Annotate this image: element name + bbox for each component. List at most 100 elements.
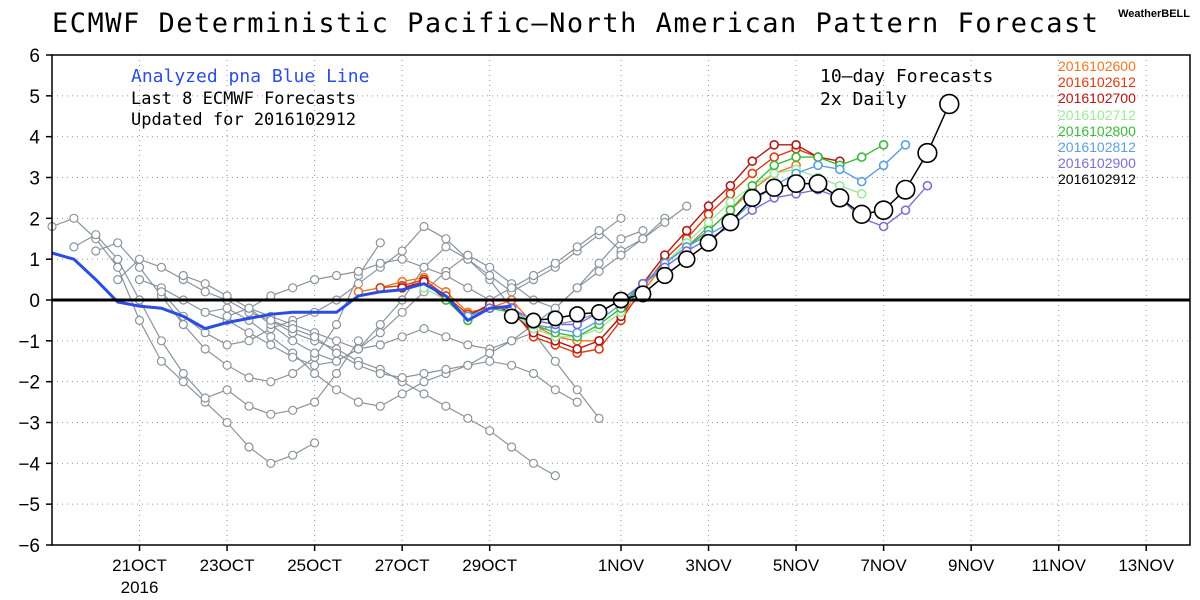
data-point xyxy=(463,413,473,423)
brand-logo: WeatherBELL xyxy=(1118,8,1190,20)
y-tick-label: 6 xyxy=(29,46,40,67)
data-point xyxy=(572,397,582,407)
data-point xyxy=(178,319,188,330)
data-point xyxy=(725,197,736,207)
data-point xyxy=(856,152,867,162)
data-point xyxy=(939,93,960,115)
data-point xyxy=(244,336,254,346)
data-point xyxy=(681,225,692,236)
data-point xyxy=(397,246,407,256)
data-point xyxy=(178,270,188,281)
data-point xyxy=(590,303,608,321)
data-point xyxy=(441,401,451,411)
older-run-line xyxy=(95,242,381,383)
data-point xyxy=(764,178,784,197)
x-tick-label: 3NOV xyxy=(685,556,732,575)
data-point xyxy=(134,262,145,272)
data-point xyxy=(485,426,495,436)
older-run xyxy=(91,238,385,387)
data-point xyxy=(856,176,867,187)
data-point xyxy=(550,471,560,481)
updated-note: Updated for 2016102912 xyxy=(131,110,357,130)
data-point xyxy=(200,344,210,354)
latest-run-2016102912 xyxy=(503,93,960,329)
y-tick-label: 3 xyxy=(29,169,40,190)
data-point xyxy=(851,204,872,225)
y-tick-label: 0 xyxy=(29,291,40,312)
analysis-line xyxy=(51,251,512,331)
data-point xyxy=(419,389,429,399)
data-point xyxy=(550,356,560,366)
data-point xyxy=(288,283,298,293)
legend-entry: 2016102800 xyxy=(1058,122,1136,139)
data-point xyxy=(503,308,520,325)
data-point xyxy=(397,307,407,317)
legend: 2016102600 2016102612 2016102700 2016102712… xyxy=(1058,58,1136,188)
y-tick-label: −4 xyxy=(18,454,40,475)
data-point xyxy=(310,348,320,358)
data-point xyxy=(703,209,714,220)
data-point xyxy=(331,356,342,366)
data-point xyxy=(900,205,911,215)
data-point xyxy=(113,238,123,248)
data-point xyxy=(769,140,780,150)
data-point xyxy=(659,250,670,260)
data-point xyxy=(353,360,363,370)
legend-entry: 2016102712 xyxy=(1058,106,1136,123)
data-point xyxy=(310,275,320,285)
data-point xyxy=(917,142,938,164)
y-tick-label: 1 xyxy=(29,250,40,271)
data-point xyxy=(507,360,517,370)
data-point xyxy=(873,200,894,220)
legend-entry: 2016102600 xyxy=(1058,58,1136,74)
x-tick-label: 9NOV xyxy=(948,556,995,575)
data-point xyxy=(528,368,539,379)
data-point xyxy=(634,285,652,303)
older-run-line xyxy=(117,258,556,477)
data-point xyxy=(747,205,758,215)
data-point xyxy=(550,385,560,395)
data-point xyxy=(266,409,276,419)
data-point xyxy=(441,364,451,374)
data-point xyxy=(288,368,298,379)
chart-title: ECMWF Deterministic Pacific—North Americ… xyxy=(52,8,1100,39)
data-point xyxy=(616,250,626,260)
data-point xyxy=(375,319,385,330)
older-forecast-runs xyxy=(47,201,714,481)
data-point xyxy=(747,168,758,179)
data-point xyxy=(222,340,232,350)
x-tick-label: 27OCT xyxy=(375,556,430,575)
data-point xyxy=(397,332,407,342)
legend-entry: 2016102912 xyxy=(1058,171,1136,188)
data-point xyxy=(786,174,806,194)
data-point xyxy=(331,385,342,395)
data-point xyxy=(813,160,823,171)
legend-entry: 2016102612 xyxy=(1058,74,1136,91)
data-point xyxy=(266,340,276,350)
data-point xyxy=(463,360,473,370)
older-run xyxy=(113,254,560,481)
data-point xyxy=(288,352,298,362)
data-point xyxy=(375,401,385,411)
data-point xyxy=(419,377,429,387)
y-tick-label: −5 xyxy=(18,495,40,516)
data-point xyxy=(594,335,604,346)
data-point xyxy=(485,348,495,358)
data-point xyxy=(375,258,385,268)
data-point xyxy=(463,250,473,260)
x-tick-label: 13NOV xyxy=(1118,556,1174,575)
data-point xyxy=(769,160,780,171)
data-point xyxy=(375,328,385,338)
data-point xyxy=(310,332,320,342)
data-point xyxy=(594,258,604,268)
data-point xyxy=(397,373,407,383)
data-point xyxy=(353,266,363,276)
data-point xyxy=(656,266,674,285)
data-point xyxy=(288,405,298,415)
data-point xyxy=(485,356,495,366)
twice-daily-note: 2x Daily xyxy=(820,89,907,110)
data-point xyxy=(375,238,385,248)
data-point xyxy=(266,315,276,325)
data-point xyxy=(441,234,451,244)
x-tick-label: 21OCT xyxy=(112,556,167,575)
